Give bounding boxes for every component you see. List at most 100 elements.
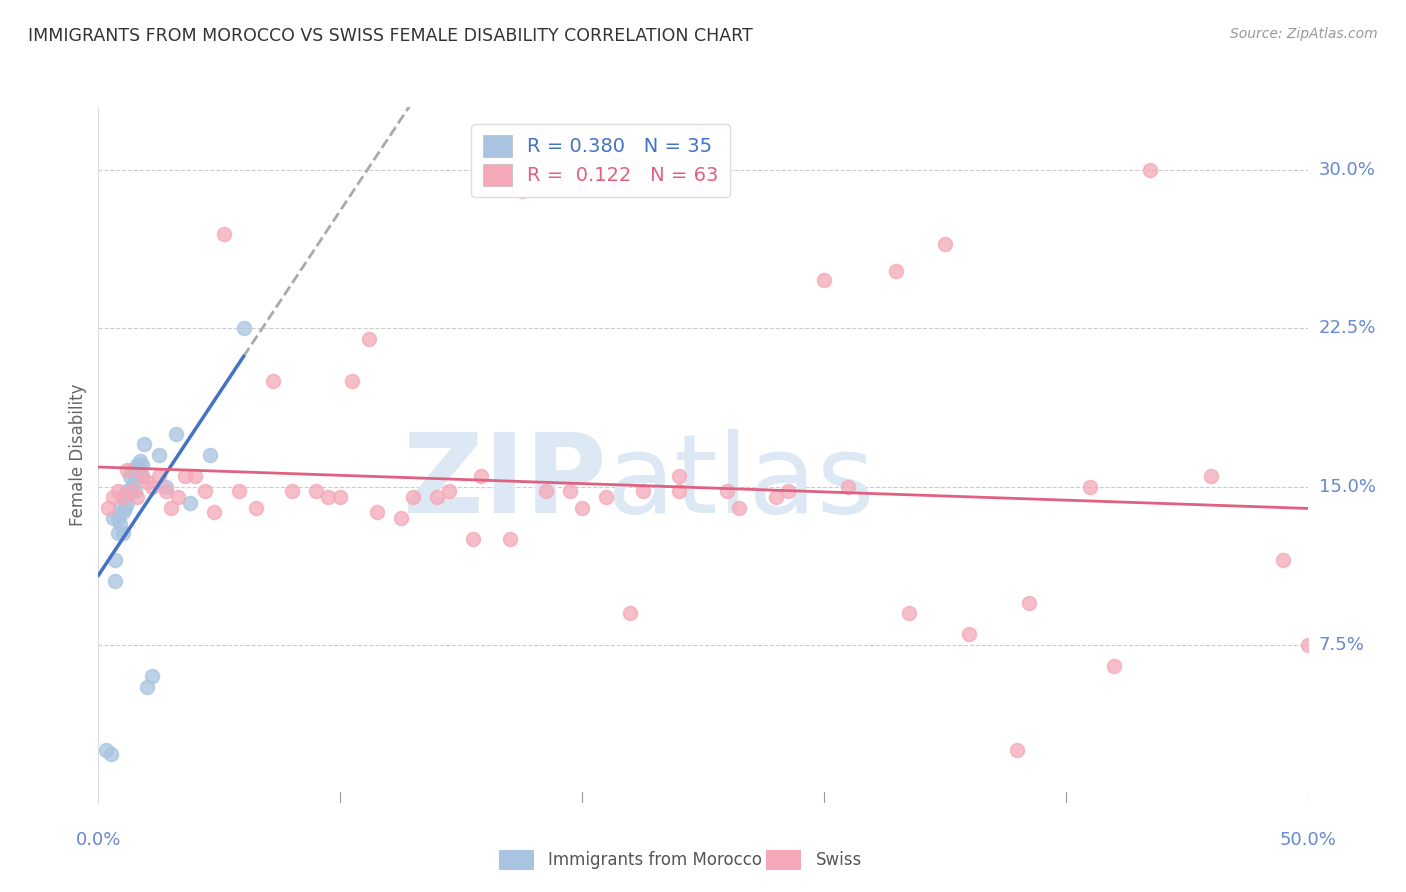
Point <box>342 374 364 388</box>
Point <box>111 525 134 540</box>
Point <box>1018 595 1040 609</box>
Text: Source: ZipAtlas.com: Source: ZipAtlas.com <box>1230 27 1378 41</box>
Point <box>131 469 153 483</box>
Point <box>957 627 980 641</box>
Point <box>131 469 153 483</box>
Text: 30.0%: 30.0% <box>1319 161 1375 179</box>
Point <box>107 525 129 540</box>
Text: 15.0%: 15.0% <box>1319 477 1375 496</box>
Point <box>281 483 304 498</box>
Point <box>245 500 267 515</box>
Point <box>716 483 738 498</box>
Text: 0.0%: 0.0% <box>76 830 121 848</box>
Text: 22.5%: 22.5% <box>1319 319 1376 337</box>
Y-axis label: Female Disability: Female Disability <box>69 384 87 526</box>
Point <box>148 469 170 483</box>
Point <box>141 669 163 683</box>
Point <box>101 490 124 504</box>
Point <box>204 505 226 519</box>
Point <box>934 237 956 252</box>
Point <box>262 374 284 388</box>
Point <box>101 511 124 525</box>
Point <box>127 458 149 473</box>
Point <box>104 553 127 567</box>
Point <box>118 483 141 498</box>
Point <box>100 747 122 762</box>
Point <box>124 469 146 483</box>
Point <box>124 483 146 498</box>
Point <box>174 469 197 483</box>
Point <box>117 463 139 477</box>
Point <box>463 533 485 547</box>
Point <box>117 483 139 498</box>
Point <box>437 483 460 498</box>
Point <box>619 606 641 620</box>
Legend: R = 0.380   N = 35, R =  0.122   N = 63: R = 0.380 N = 35, R = 0.122 N = 63 <box>471 124 730 197</box>
Point <box>141 479 163 493</box>
Point <box>121 479 143 493</box>
Point <box>1007 743 1029 757</box>
Text: atlas: atlas <box>606 429 875 536</box>
Point <box>148 448 170 462</box>
Point <box>135 475 157 490</box>
Point <box>897 606 920 620</box>
Point <box>118 469 141 483</box>
Point <box>212 227 235 241</box>
Text: IMMIGRANTS FROM MOROCCO VS SWISS FEMALE DISABILITY CORRELATION CHART: IMMIGRANTS FROM MOROCCO VS SWISS FEMALE … <box>28 27 752 45</box>
Point <box>165 426 187 441</box>
Point <box>117 496 139 510</box>
Point <box>108 517 131 532</box>
Point <box>305 483 328 498</box>
Text: 50.0%: 50.0% <box>1279 830 1336 848</box>
Point <box>631 483 654 498</box>
Point <box>595 490 617 504</box>
Point <box>1078 479 1101 493</box>
Point <box>470 469 492 483</box>
Text: ZIP: ZIP <box>404 429 606 536</box>
Point <box>426 490 449 504</box>
Point <box>121 463 143 477</box>
Point <box>359 332 381 346</box>
Point <box>558 483 581 498</box>
Point <box>668 483 690 498</box>
Point <box>776 483 799 498</box>
Point <box>366 505 388 519</box>
Point <box>1296 638 1319 652</box>
Point <box>510 185 533 199</box>
Point <box>389 511 412 525</box>
Point <box>316 490 339 504</box>
Point <box>111 505 134 519</box>
Point <box>534 483 557 498</box>
Point <box>167 490 190 504</box>
Point <box>108 500 131 515</box>
Point <box>94 743 117 757</box>
Point <box>232 321 254 335</box>
Point <box>107 511 129 525</box>
Text: Immigrants from Morocco: Immigrants from Morocco <box>548 851 762 869</box>
Point <box>155 483 177 498</box>
Point <box>813 273 835 287</box>
Point <box>198 448 221 462</box>
Point <box>194 483 217 498</box>
Point <box>107 483 129 498</box>
Point <box>127 469 149 483</box>
Point <box>104 574 127 589</box>
Point <box>97 500 120 515</box>
Point <box>121 483 143 498</box>
Point <box>498 533 520 547</box>
Point <box>160 500 183 515</box>
Point <box>135 680 157 694</box>
Point <box>837 479 859 493</box>
Point <box>728 500 751 515</box>
Point <box>402 490 425 504</box>
Point <box>179 496 201 510</box>
Point <box>1199 469 1222 483</box>
Point <box>765 490 787 504</box>
Point <box>131 458 153 473</box>
Point <box>329 490 352 504</box>
Point <box>111 490 134 504</box>
Point <box>668 469 690 483</box>
Point <box>1272 553 1295 567</box>
Point <box>114 500 136 515</box>
Point <box>1102 658 1125 673</box>
